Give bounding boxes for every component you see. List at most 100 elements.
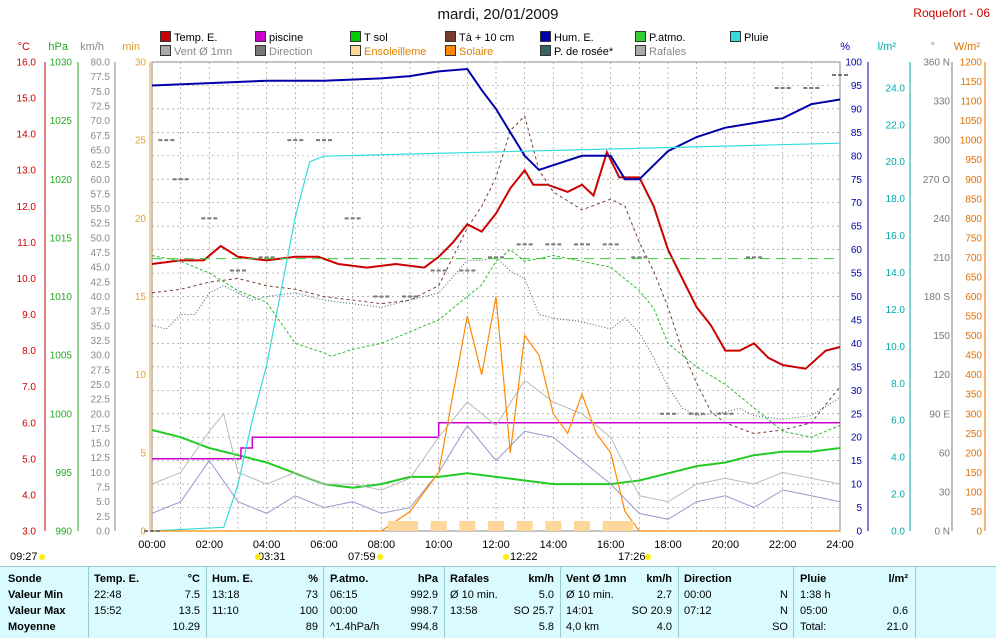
sun-icon xyxy=(377,554,383,560)
hum-tick: 75 xyxy=(851,175,863,186)
stats-label-max: Valeur Max xyxy=(8,605,66,617)
series-line-hum-e- xyxy=(151,67,841,181)
series-line-t-sol xyxy=(151,429,841,489)
hum-tick: 90 xyxy=(851,104,863,115)
series-line-piscine xyxy=(152,422,840,460)
legend-item: Solaire xyxy=(445,45,493,58)
stats-row: 5.8 xyxy=(450,619,554,635)
press-tick: 1005 xyxy=(50,351,73,362)
legend-swatch xyxy=(255,45,266,56)
legend-swatch xyxy=(540,31,551,42)
wind-tick: 15.0 xyxy=(91,439,111,450)
solar-tick: 300 xyxy=(965,409,982,420)
stats-time: Ø 10 min. xyxy=(450,589,498,601)
stats-time: 13:18 xyxy=(212,589,240,601)
stats-value: 998.7 xyxy=(410,605,438,617)
wind-tick: 0.0 xyxy=(96,527,110,538)
axis-unit-temp: °C xyxy=(18,41,30,53)
stats-time: 11:10 xyxy=(212,605,239,617)
temp-tick: 4.0 xyxy=(22,490,36,501)
stats-row: 22:48 7.5 xyxy=(94,587,200,603)
dir-tick: 30 xyxy=(939,487,951,498)
stats-header-label: Direction xyxy=(684,573,732,585)
min-tick: 5 xyxy=(140,448,146,459)
axis-unit-dir: ° xyxy=(931,41,935,53)
stats-value: 994.8 xyxy=(410,621,438,633)
press-tick: 1020 xyxy=(50,175,73,186)
dir-tick: 300 xyxy=(933,136,950,147)
time-tick: 20:00 xyxy=(712,539,740,551)
stats-time: 06:15 xyxy=(330,589,358,601)
temp-tick: 15.0 xyxy=(17,94,37,105)
legend-label: Tà + 10 cm xyxy=(459,32,515,44)
wind-tick: 40.0 xyxy=(91,292,111,303)
stats-row: 1:38 h xyxy=(800,587,908,603)
press-tick: 1010 xyxy=(50,292,73,303)
temp-tick: 7.0 xyxy=(22,382,36,393)
series-line-p-de-ros-e- xyxy=(151,256,841,420)
stats-value: N xyxy=(780,589,788,601)
legend-label: Ensoleilleme xyxy=(364,46,427,58)
sun-icon xyxy=(255,554,261,560)
solar-tick: 350 xyxy=(965,390,982,401)
min-tick: 20 xyxy=(135,214,147,225)
legend-item: P.atmo. xyxy=(635,31,686,44)
sunshine-bar xyxy=(516,521,533,531)
wind-tick: 72.5 xyxy=(91,101,111,112)
stats-row: ^1.4hPa/h 994.8 xyxy=(330,619,438,635)
solar-tick: 950 xyxy=(965,155,982,166)
rain-tick: 14.0 xyxy=(886,268,906,279)
legend-item: P. de rosée* xyxy=(540,45,613,58)
wind-tick: 20.0 xyxy=(91,409,111,420)
hum-tick: 0 xyxy=(856,527,862,538)
wind-tick: 32.5 xyxy=(91,336,111,347)
sunrise-label: 09:27 xyxy=(10,551,38,563)
time-tick: 24:00 xyxy=(826,539,854,551)
time-tick: 18:00 xyxy=(654,539,682,551)
legend-item: Pluie xyxy=(730,31,768,44)
hum-tick: 55 xyxy=(851,269,863,280)
axis-unit-min: min xyxy=(122,41,140,53)
stats-header-label: Vent Ø 1mn xyxy=(566,573,627,585)
legend-swatch xyxy=(445,31,456,42)
solar-tick: 900 xyxy=(965,175,982,186)
stats-gust: Rafales km/h Ø 10 min. 5.0 13:58 SO 25.7 5.8 xyxy=(450,571,554,635)
stats-time: 22:48 xyxy=(94,589,122,601)
stats-row: Ø 10 min. 2.7 xyxy=(566,587,672,603)
stats-time: 13:58 xyxy=(450,605,478,617)
min-tick: 10 xyxy=(135,370,147,381)
dir-tick: 270 O xyxy=(923,175,950,186)
series-line-solaire xyxy=(152,296,840,532)
stats-header-unit: l/m² xyxy=(888,573,908,585)
wind-tick: 80.0 xyxy=(91,58,111,69)
sun-icon xyxy=(645,554,651,560)
temp-tick: 6.0 xyxy=(22,418,36,429)
time-tick: 04:00 xyxy=(253,539,281,551)
hum-tick: 35 xyxy=(851,362,863,373)
stats-header-label: Rafales xyxy=(450,573,490,585)
axis-unit-rain: l/m² xyxy=(878,41,897,53)
sunshine-bar xyxy=(545,521,562,531)
stats-time: 14:01 xyxy=(566,605,594,617)
hum-tick: 85 xyxy=(851,128,863,139)
solar-tick: 750 xyxy=(965,233,982,244)
legend-swatch xyxy=(445,45,456,56)
stats-row: 10.29 xyxy=(94,619,200,635)
legend-item: Temp. E. xyxy=(160,31,217,44)
sunshine-bar xyxy=(387,521,404,531)
legend-swatch xyxy=(635,31,646,42)
legend-item: Ensoleilleme xyxy=(350,45,426,58)
stats-time: 00:00 xyxy=(330,605,358,617)
stats-header: P.atmo. hPa xyxy=(330,571,438,587)
legend-label: Rafales xyxy=(649,46,687,58)
solar-tick: 550 xyxy=(965,312,982,323)
stats-row: 15:52 13.5 xyxy=(94,603,200,619)
stats-header-sonde: Sonde xyxy=(8,573,42,585)
press-tick: 995 xyxy=(55,468,72,479)
stats-dir: Direction 00:00 N 07:12 N SO xyxy=(684,571,788,635)
stats-row: 13:58 SO 25.7 xyxy=(450,603,554,619)
series-line-pluie xyxy=(151,142,841,532)
min-tick: 25 xyxy=(135,136,147,147)
legend-item: T sol xyxy=(350,31,388,44)
rain-tick: 10.0 xyxy=(886,342,906,353)
